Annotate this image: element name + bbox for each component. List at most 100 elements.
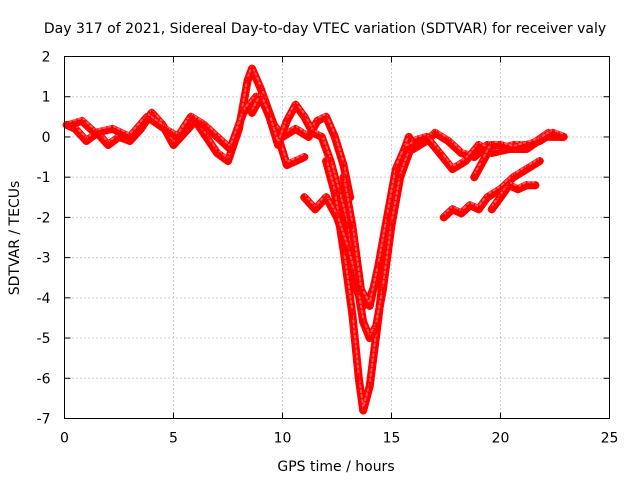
data-point-marker — [378, 285, 387, 294]
data-point-marker — [391, 165, 400, 174]
y-axis-label: SDTVAR / TECUs — [7, 181, 23, 296]
data-point-marker — [317, 132, 326, 141]
data-point-marker — [104, 140, 113, 149]
data-point-marker — [291, 100, 300, 109]
data-point-marker — [64, 120, 73, 129]
data-point-marker — [548, 128, 557, 137]
series-track — [487, 181, 540, 214]
axis-ticks: 0 5 10 15 20 25 -7 -6 -5 -4 -3 -2 -1 0 1 2 — [37, 50, 619, 447]
y-tick-label: -7 — [37, 412, 51, 428]
data-point-marker — [348, 309, 357, 318]
series-marker-hatch — [67, 92, 352, 196]
y-tick-label: 2 — [42, 50, 51, 66]
data-point-marker — [513, 185, 522, 194]
y-tick-label: -1 — [37, 170, 51, 186]
y-tick-label: -2 — [37, 210, 51, 226]
data-point-marker — [304, 132, 313, 141]
x-tick-label: 0 — [60, 431, 69, 447]
data-point-marker — [213, 149, 222, 158]
plot-frame — [64, 56, 610, 419]
y-tick-label: -4 — [37, 291, 51, 307]
series-marker-hatch — [442, 157, 541, 216]
data-point-marker — [522, 181, 531, 190]
data-point-marker — [256, 84, 265, 93]
data-point-marker — [311, 205, 320, 214]
data-point-marker — [457, 149, 466, 158]
data-point-marker — [559, 132, 568, 141]
data-point-marker — [169, 140, 178, 149]
y-tick-label: -5 — [37, 331, 51, 347]
data-point-marker — [108, 124, 117, 133]
data-point-marker — [496, 140, 505, 149]
data-point-marker — [313, 116, 322, 125]
data-point-marker — [474, 140, 483, 149]
x-tick-label: 25 — [601, 431, 619, 447]
data-point-marker — [202, 132, 211, 141]
data-point-marker — [173, 132, 182, 141]
data-point-marker — [330, 189, 339, 198]
data-point-marker — [239, 108, 248, 117]
data-point-marker — [243, 76, 252, 85]
data-point-marker — [487, 205, 496, 214]
data-point-marker — [522, 140, 531, 149]
data-point-marker — [300, 153, 309, 162]
data-point-marker — [300, 193, 309, 202]
series-track — [339, 140, 418, 310]
x-axis-label: GPS time / hours — [277, 459, 394, 475]
data-point-marker — [213, 132, 222, 141]
data-point-marker — [470, 173, 479, 182]
series-layer — [62, 64, 568, 415]
data-point-marker — [247, 64, 256, 73]
data-point-marker — [359, 317, 368, 326]
data-point-marker — [496, 193, 505, 202]
data-point-marker — [531, 181, 540, 190]
series-track — [64, 92, 355, 202]
data-point-marker — [474, 205, 483, 214]
data-point-marker — [322, 112, 331, 121]
data-point-marker — [291, 157, 300, 166]
grid — [64, 56, 610, 419]
data-point-marker — [226, 145, 235, 154]
data-point-marker — [487, 140, 496, 149]
data-point-marker — [383, 213, 392, 222]
data-point-marker — [448, 205, 457, 214]
data-point-marker — [348, 221, 357, 230]
data-point-marker — [465, 201, 474, 210]
data-point-marker — [300, 112, 309, 121]
data-point-marker — [439, 213, 448, 222]
y-tick-label: -6 — [37, 371, 51, 387]
series-line — [439, 157, 544, 222]
data-point-marker — [77, 116, 86, 125]
data-point-marker — [522, 165, 531, 174]
x-tick-label: 20 — [492, 431, 510, 447]
data-point-marker — [224, 157, 232, 166]
data-point-marker — [365, 334, 374, 343]
data-point-marker — [435, 149, 444, 158]
series-marker-hatch — [342, 141, 415, 304]
data-point-marker — [282, 116, 291, 125]
series-track — [470, 128, 568, 182]
data-point-marker — [143, 112, 152, 121]
data-point-marker — [509, 173, 518, 182]
data-point-marker — [186, 112, 195, 121]
data-point-marker — [265, 112, 274, 121]
data-point-marker — [125, 132, 134, 141]
data-point-marker — [431, 128, 440, 137]
data-point-marker — [422, 132, 431, 141]
chart-title: Day 317 of 2021, Sidereal Day-to-day VTE… — [44, 21, 606, 37]
data-point-marker — [409, 140, 418, 149]
data-point-marker — [457, 209, 466, 218]
data-point-marker — [374, 261, 383, 270]
data-point-marker — [291, 124, 300, 133]
data-point-marker — [365, 382, 374, 391]
data-point-marker — [535, 157, 544, 166]
data-point-marker — [339, 173, 348, 182]
data-point-marker — [461, 157, 470, 166]
data-point-marker — [274, 140, 283, 149]
x-tick-label: 10 — [274, 431, 292, 447]
data-point-marker — [509, 145, 518, 154]
x-tick-label: 15 — [383, 431, 401, 447]
data-point-marker — [359, 406, 368, 415]
data-point-marker — [333, 213, 341, 222]
